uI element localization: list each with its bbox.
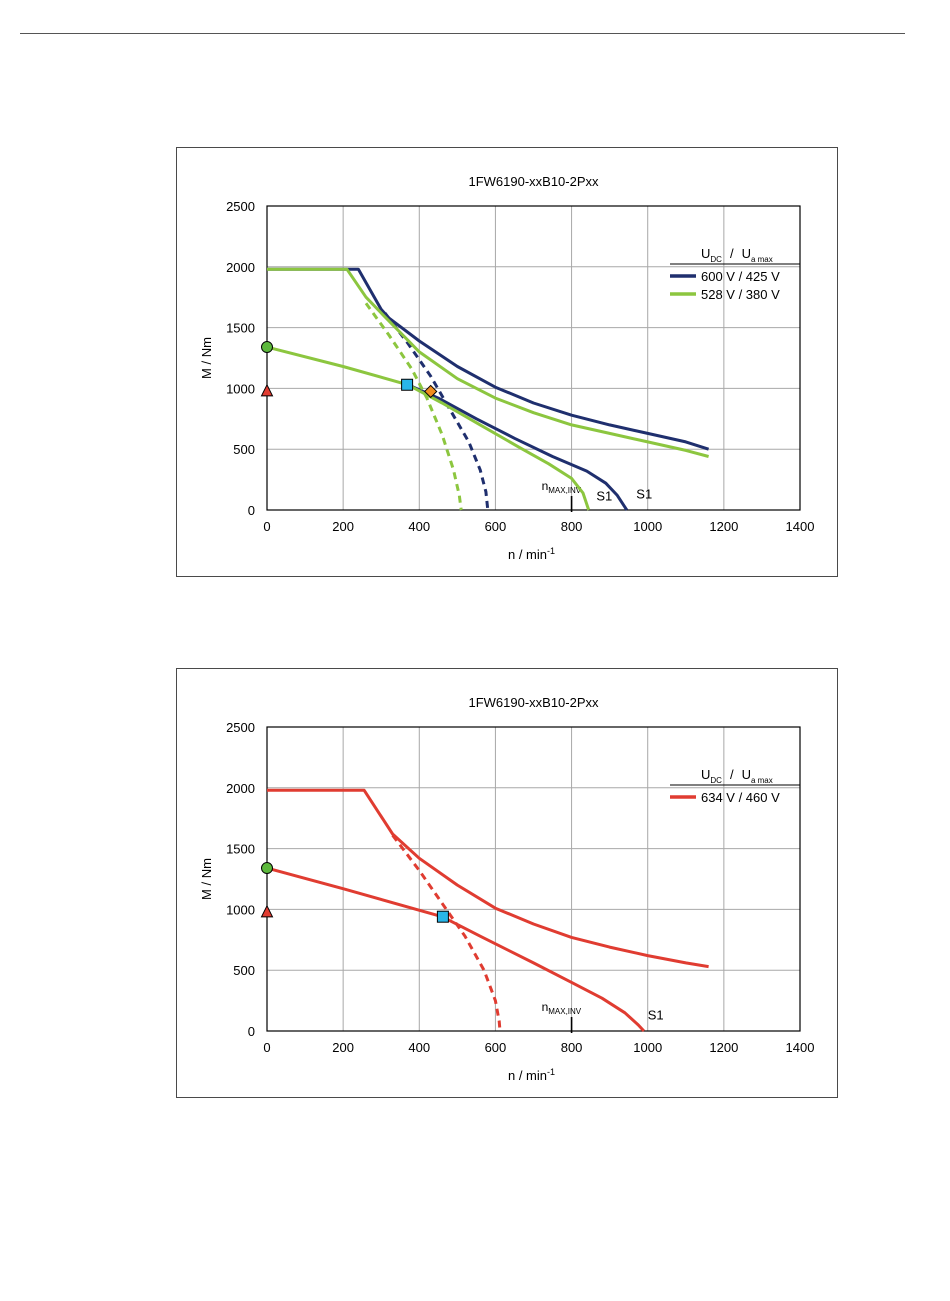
chart-1-series-curve-dashed [364, 302, 463, 511]
chart-1-y-tick-label: 2500 [226, 199, 255, 214]
chart-2-x-axis-label-base: n / min [508, 1068, 547, 1083]
chart-1-x-axis-label: n / min-1 [508, 546, 555, 562]
chart-1-plot-area [267, 206, 800, 510]
chart-2-svg: 1FW6190-xxB10-2Pxx 0 200 400 600 800 1000 1200 1… [199, 695, 815, 1083]
page-header-rule [20, 33, 905, 34]
chart-2-x-axis-label: n / min-1 [508, 1067, 555, 1083]
chart-2-series-curve-dashed [391, 834, 502, 1032]
chart-1-legend-header-u2: U [742, 246, 751, 261]
chart-2-x-tick-label: 1000 [633, 1040, 662, 1055]
chart-1-x-tick-label: 200 [332, 519, 354, 534]
chart-1-x-tick-label: 0 [263, 519, 270, 534]
chart-2-x-tick-label: 0 [263, 1040, 270, 1055]
chart-2-nmax-inv-label-sub: MAX,INV [548, 1007, 582, 1016]
chart-2-x-tick-label: 200 [332, 1040, 354, 1055]
chart-1-legend-header-dc: DC [710, 255, 722, 264]
chart-1-svg: 1FW6190-xxB10-2Pxx 0 200 400 600 800 1000 1200 1… [199, 174, 815, 562]
chart-2-x-tick-label: 400 [408, 1040, 430, 1055]
chart-2-x-tick-label: 800 [561, 1040, 583, 1055]
chart-1-series-curve-solid [267, 267, 709, 458]
chart-1-y-tick-label: 0 [248, 503, 255, 518]
chart-1-nmax-inv-label: nMAX,INV [542, 479, 582, 495]
chart-1-y-tick-label: 1500 [226, 321, 255, 336]
chart-1-x-tick-label: 1000 [633, 519, 662, 534]
chart-1-legend-header-amax: a max [751, 255, 773, 264]
chart-1-y-tick-label: 1000 [226, 381, 255, 396]
chart-2-x-axis-label-exponent: -1 [547, 1067, 555, 1077]
chart-2-series-curve-solid [266, 866, 645, 1033]
torque-speed-chart-2: 1FW6190-xxB10-2Pxx 0 200 400 600 800 1000 1200 1… [176, 668, 838, 1098]
chart-1-series-curve-dashed [383, 312, 490, 511]
chart-1-x-axis-label-exponent: -1 [547, 546, 555, 556]
chart-1-legend-header-u: U [701, 246, 710, 261]
chart-2-series-curve-solid [267, 788, 709, 969]
chart-2-nmax-inv-label: nMAX,INV [542, 1000, 582, 1016]
chart-1-series-curve-solid [266, 345, 591, 511]
chart-2-x-tick-label: 1200 [709, 1040, 738, 1055]
chart-1-y-tick-label: 2000 [226, 260, 255, 275]
chart-2-s1-label: S1 [648, 1007, 664, 1022]
chart-2-x-tick-label: 1400 [786, 1040, 815, 1055]
chart-1-s1-label: S1 [596, 488, 612, 503]
chart-2-legend-header-u2: U [742, 767, 751, 782]
chart-1-marker-square [401, 378, 414, 391]
chart-2-plot-border [266, 726, 801, 1032]
chart-1-x-tick-label: 1400 [786, 519, 815, 534]
chart-1-nmax-inv-label-sub: MAX,INV [548, 486, 582, 495]
chart-2-legend-header-dc: DC [710, 776, 722, 785]
chart-2-y-tick-label: 2500 [226, 720, 255, 735]
chart-2-y-axis-label: M / Nm [199, 858, 214, 900]
chart-2-marker-triangle [260, 904, 274, 918]
chart-1-title: 1FW6190-xxB10-2Pxx [468, 174, 599, 189]
chart-1-x-axis-label-base: n / min [508, 547, 547, 562]
chart-1-marker-triangle [260, 383, 274, 397]
chart-2-marker-square [436, 910, 449, 923]
chart-1-x-tick-label: 600 [485, 519, 507, 534]
chart-1-legend-header: UDC / Ua max [701, 246, 773, 264]
chart-1-plot-border [266, 205, 801, 511]
chart-2-nmax-inv-label-base: n [542, 1000, 549, 1014]
chart-1-series-curve-solid [407, 383, 629, 511]
chart-1-legend-header-sep: / [730, 246, 734, 261]
chart-2-legend-header-amax: a max [751, 776, 773, 785]
chart-1-legend-label: 600 V / 425 V [701, 269, 780, 284]
chart-1-legend-label: 528 V / 380 V [701, 287, 780, 302]
chart-2-x-tick-label: 600 [485, 1040, 507, 1055]
chart-1-y-axis-label: M / Nm [199, 337, 214, 379]
chart-2-legend-header: UDC / Ua max [701, 767, 773, 785]
chart-2-y-tick-label: 0 [248, 1024, 255, 1039]
chart-2-y-tick-label: 1000 [226, 902, 255, 917]
chart-2-title: 1FW6190-xxB10-2Pxx [468, 695, 599, 710]
chart-2-marker-circle [261, 862, 273, 875]
chart-1-y-tick-label: 500 [233, 442, 255, 457]
chart-2-y-tick-label: 2000 [226, 781, 255, 796]
chart-1-marker-circle [261, 341, 273, 354]
torque-speed-chart-1: 1FW6190-xxB10-2Pxx 0 200 400 600 800 1000 1200 1… [176, 147, 838, 577]
chart-1-x-tick-label: 800 [561, 519, 583, 534]
chart-1-x-tick-label: 1200 [709, 519, 738, 534]
chart-1-nmax-inv-label-base: n [542, 479, 549, 493]
chart-1-marker-diamond [424, 384, 438, 399]
chart-2-legend-header-u: U [701, 767, 710, 782]
chart-1-series-curve-solid [267, 267, 710, 451]
chart-2-y-tick-label: 500 [233, 963, 255, 978]
chart-2-plot-area [267, 727, 800, 1031]
chart-2-legend-header-sep: / [730, 767, 734, 782]
chart-1-s1-label: S1 [636, 486, 652, 501]
chart-2-y-tick-label: 1500 [226, 842, 255, 857]
chart-2-legend-label: 634 V / 460 V [701, 790, 780, 805]
chart-1-x-tick-label: 400 [408, 519, 430, 534]
